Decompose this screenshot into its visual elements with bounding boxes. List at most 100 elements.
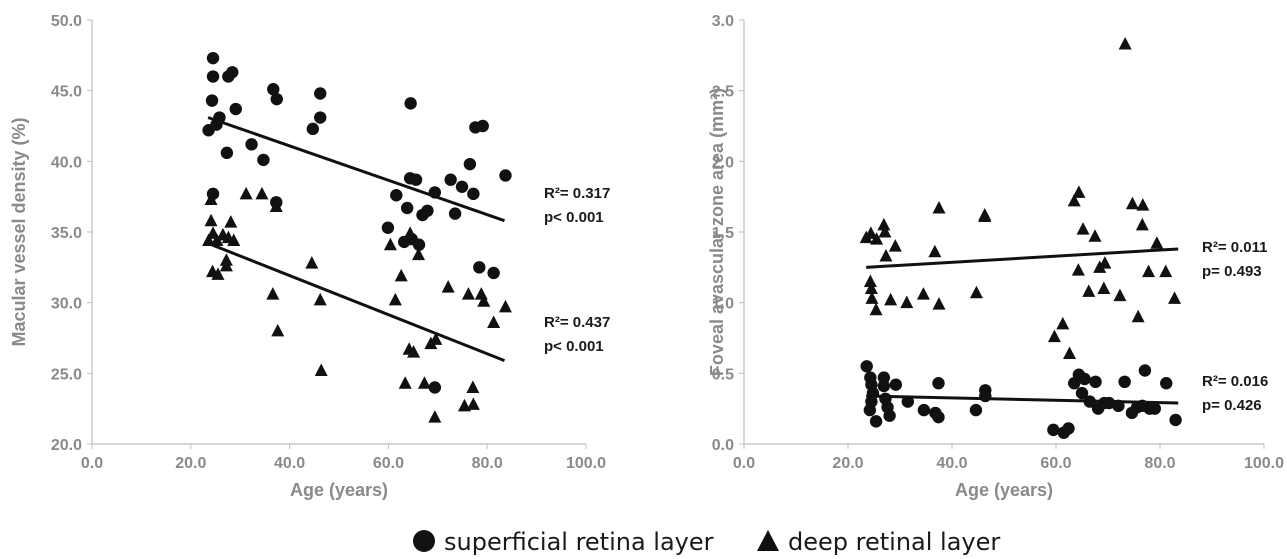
data-point-circle: [409, 173, 423, 186]
y-axis-title: Macular vessel density (%): [9, 117, 29, 346]
data-point-triangle: [869, 302, 883, 316]
x-tick-label: 20.0: [832, 455, 863, 472]
data-point-triangle: [865, 291, 879, 304]
p-value-label: p= 0.493: [1202, 263, 1262, 280]
data-point-circle: [1118, 375, 1131, 389]
data-point-circle: [877, 379, 891, 393]
chart-faz-area: 0.0 20.0 40.0 60.0 80.0 100.0 0.0 0.5 1.0 1.5 2.0 2…: [707, 13, 1284, 500]
data-point-triangle: [313, 292, 327, 306]
data-point-triangle: [429, 332, 443, 345]
data-point-circle: [270, 92, 283, 106]
y-axis-title: Foveal avascular zone area (mm²): [707, 88, 727, 376]
data-point-triangle: [1142, 264, 1156, 278]
data-point-triangle: [407, 345, 421, 358]
data-point-circle: [220, 146, 234, 160]
data-point-triangle: [412, 247, 426, 261]
data-point-triangle: [1088, 229, 1102, 242]
data-point-triangle: [863, 274, 877, 287]
data-point-circle: [932, 410, 945, 424]
data-point-triangle: [498, 299, 512, 313]
p-value-label: p< 0.001: [544, 338, 604, 355]
data-point-circle: [245, 138, 258, 151]
data-point-triangle: [1072, 185, 1086, 198]
r-squared-label: R²= 0.317: [544, 185, 610, 202]
x-tick-label: 0.0: [81, 455, 103, 472]
data-point-triangle: [428, 410, 442, 423]
data-point-triangle: [255, 186, 269, 200]
data-point-circle: [404, 97, 417, 110]
data-point-triangle: [383, 237, 397, 251]
y-tick-label: 0.5: [712, 366, 734, 383]
data-point-triangle: [888, 239, 902, 252]
data-point-triangle: [204, 213, 218, 227]
data-point-circle: [499, 169, 512, 182]
x-tick-label: 100.0: [566, 455, 606, 472]
data-point-circle: [473, 261, 486, 274]
legend-triangle-marker: [757, 530, 779, 551]
data-point-circle: [1089, 375, 1102, 389]
data-point-triangle: [1150, 236, 1164, 249]
data-point-triangle: [388, 292, 402, 306]
legend-label-superficial: superficial retina layer: [444, 528, 714, 556]
y-tick-label: 1.0: [712, 296, 734, 313]
data-point-triangle: [314, 363, 328, 377]
data-point-triangle: [398, 376, 412, 389]
data-point-triangle: [932, 200, 946, 214]
p-value-label: p< 0.001: [544, 209, 604, 226]
data-point-triangle: [1071, 263, 1085, 276]
data-point-circle: [444, 173, 457, 186]
data-point-triangle: [487, 315, 501, 328]
data-point-triangle: [884, 292, 898, 306]
data-point-triangle: [305, 256, 319, 269]
data-point-circle: [448, 207, 462, 220]
data-point-triangle: [864, 281, 878, 295]
data-point-triangle: [1047, 329, 1061, 343]
data-point-triangle: [461, 287, 475, 300]
data-point-triangle: [394, 268, 408, 282]
x-axis-title: Age (years): [290, 480, 388, 500]
data-point-triangle: [239, 186, 253, 200]
r-squared-label: R²= 0.437: [544, 314, 610, 331]
data-point-circle: [412, 238, 426, 251]
data-point-circle: [314, 111, 327, 124]
data-point-triangle: [877, 217, 891, 231]
data-point-triangle: [417, 376, 431, 389]
data-point-triangle: [1063, 346, 1077, 360]
y-tick-label: 3.0: [712, 13, 734, 30]
data-point-triangle: [1168, 291, 1182, 304]
data-point-triangle: [1118, 37, 1132, 50]
y-tick-label: 0.0: [712, 437, 734, 454]
data-point-circle: [901, 395, 914, 408]
data-point-triangle: [900, 295, 914, 309]
trend-line: [866, 394, 1179, 405]
data-point-triangle: [457, 398, 471, 412]
data-point-triangle: [879, 249, 893, 262]
data-point-triangle: [1056, 316, 1070, 330]
data-point-triangle: [269, 199, 283, 213]
data-point-circle: [979, 389, 992, 403]
data-point-circle: [860, 360, 873, 373]
data-point-triangle: [466, 397, 480, 410]
data-point-circle: [206, 70, 220, 83]
data-point-triangle: [1135, 217, 1149, 231]
chart-vessel-density: 0.0 20.0 40.0 60.0 80.0 100.020.025.030.035.0…: [9, 13, 610, 500]
data-point-circle: [400, 201, 414, 215]
legend: superficial retina layer deep retinal la…: [413, 528, 1000, 556]
data-point-triangle: [1113, 288, 1127, 302]
data-point-circle: [1148, 402, 1162, 415]
data-point-circle: [863, 403, 877, 417]
data-point-circle: [428, 381, 442, 394]
data-point-circle: [314, 87, 327, 100]
x-tick-label: 40.0: [936, 455, 967, 472]
y-tick-label: 2.5: [712, 84, 734, 101]
r-squared-label: R²= 0.016: [1202, 373, 1268, 390]
y-tick-label: 20.0: [51, 437, 82, 454]
data-point-triangle: [403, 226, 417, 239]
y-tick-label: 25.0: [51, 366, 82, 383]
data-point-triangle: [219, 258, 233, 272]
data-point-triangle: [878, 225, 892, 238]
data-point-circle: [889, 378, 903, 391]
data-point-triangle: [1098, 256, 1112, 269]
data-point-triangle: [1159, 264, 1173, 278]
